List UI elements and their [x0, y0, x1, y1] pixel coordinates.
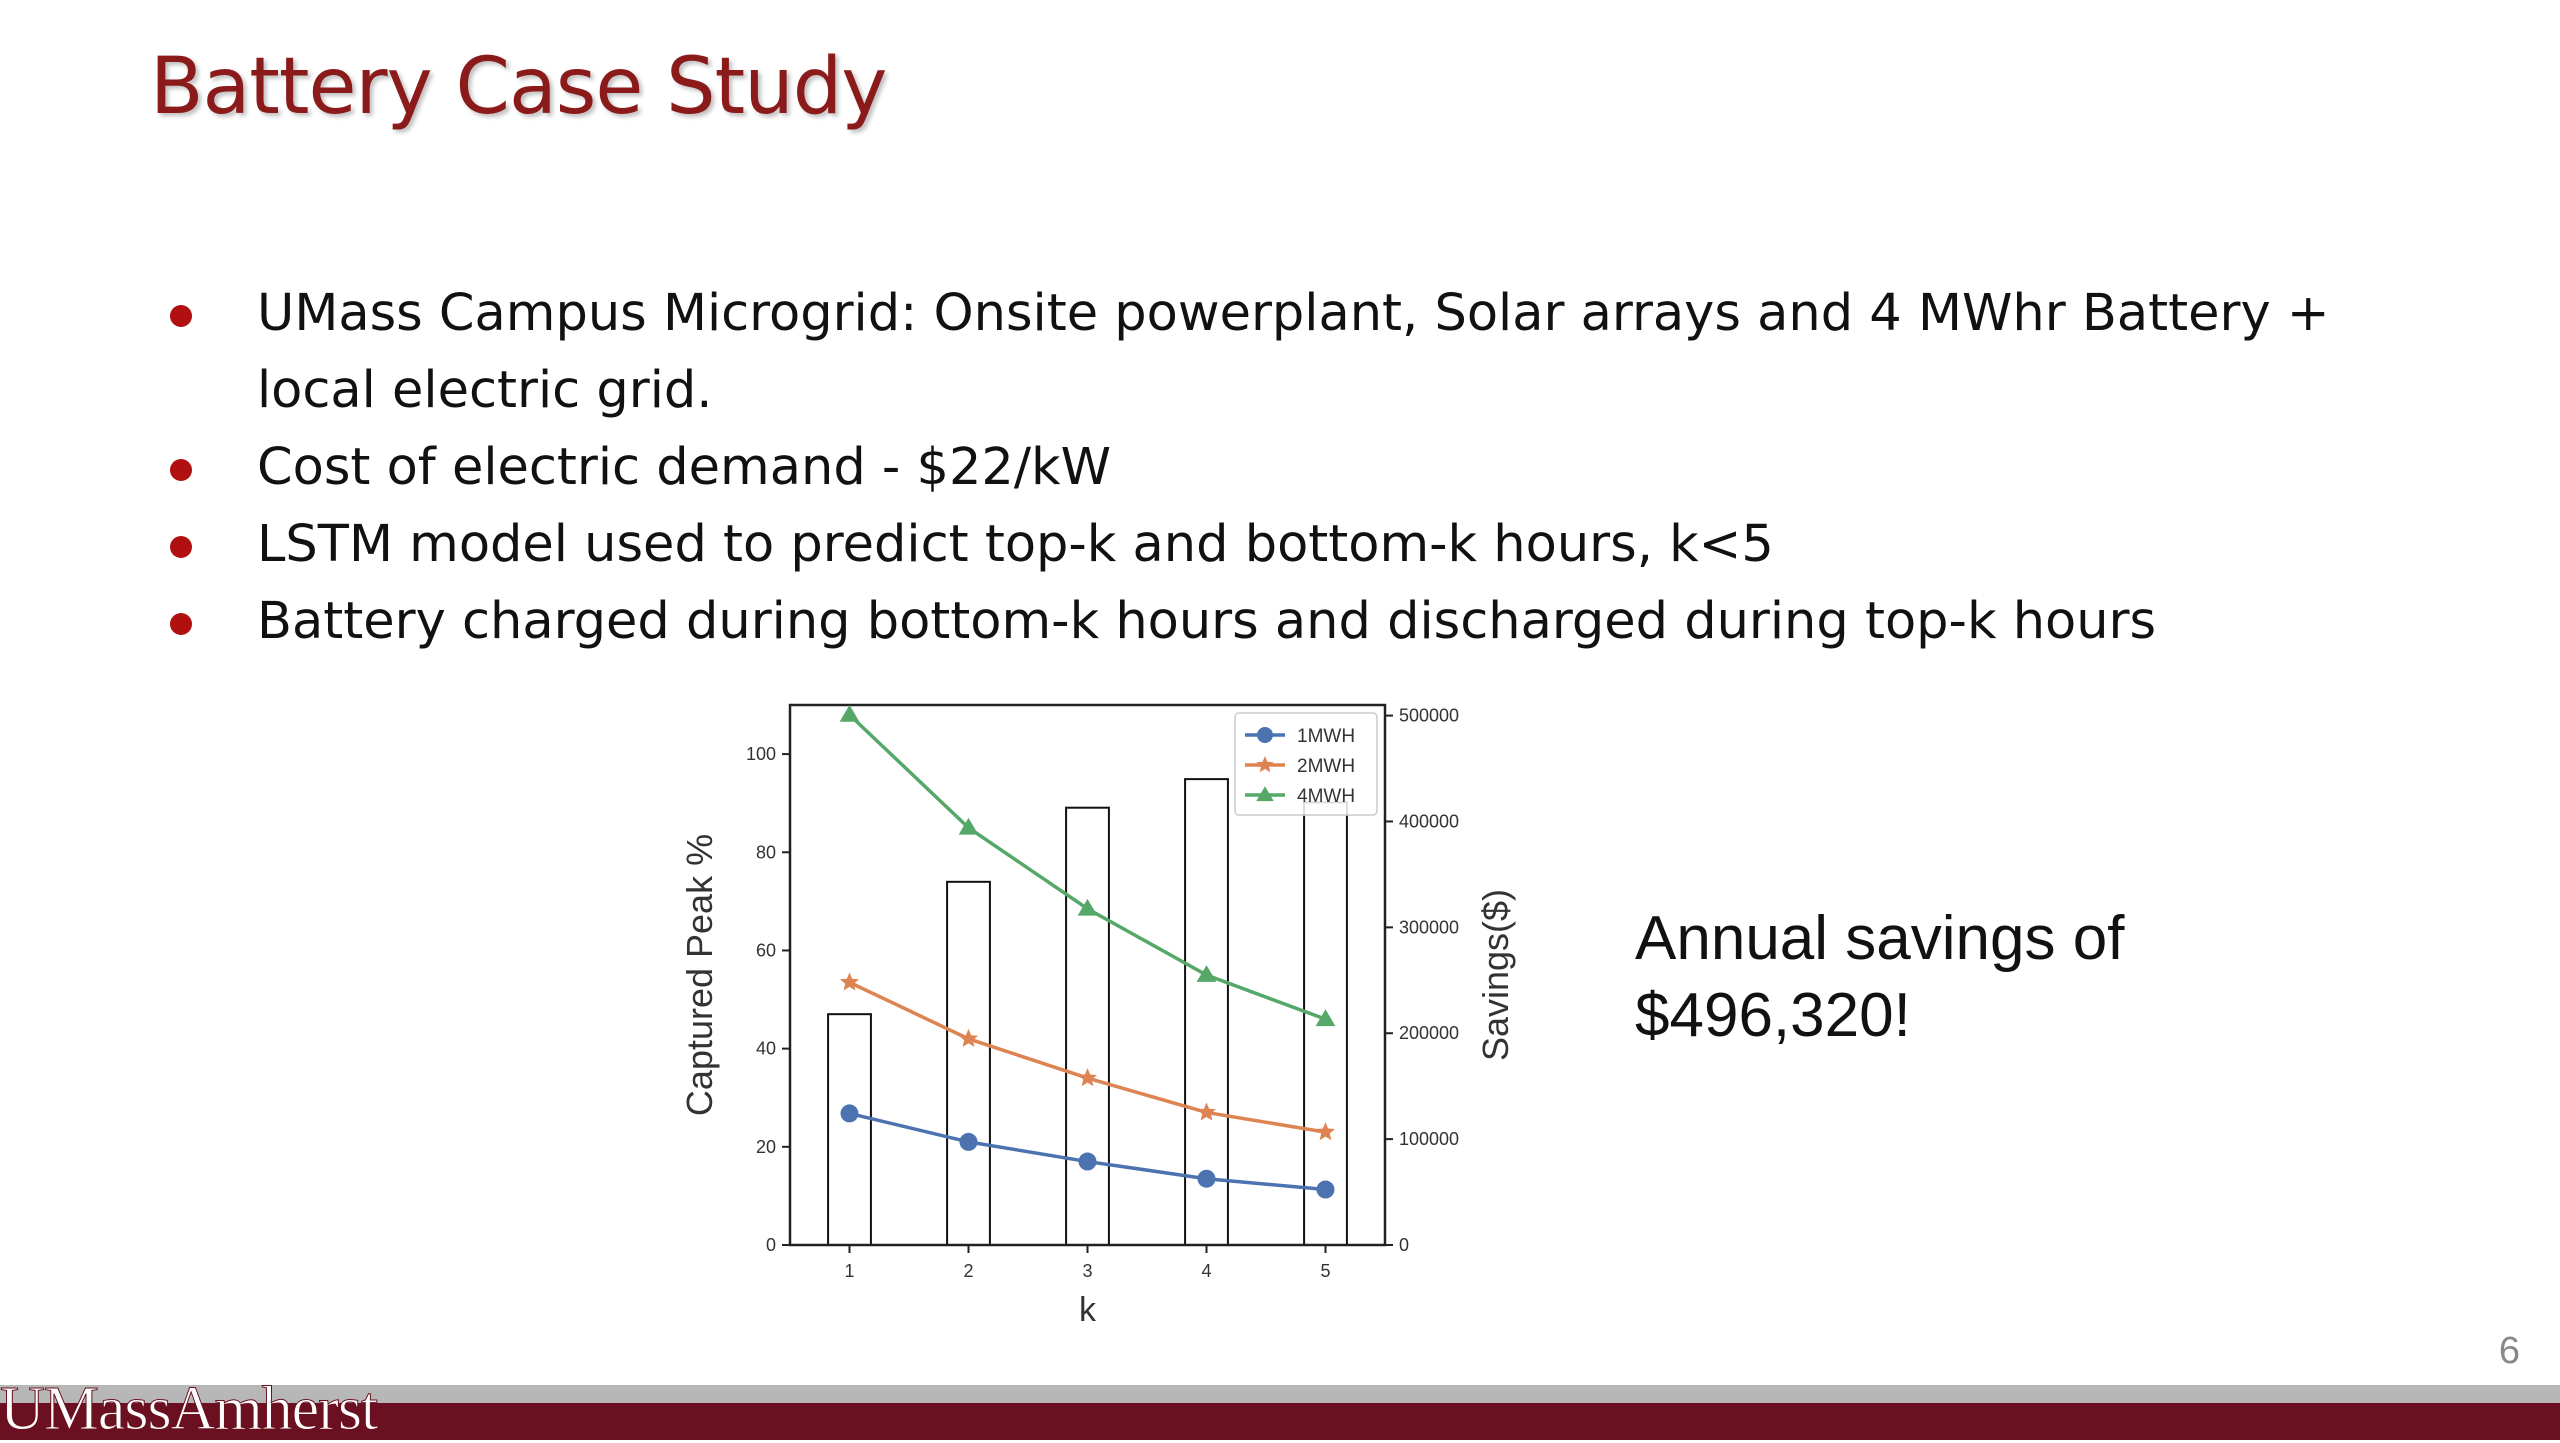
y-right-tick-label: 400000	[1399, 811, 1459, 831]
savings-bar	[1065, 806, 1110, 1247]
y-left-axis-label: Captured Peak %	[679, 834, 720, 1116]
bullet-text: UMass Campus Microgrid: Onsite powerplan…	[257, 284, 2330, 420]
series-point-4mwh	[839, 704, 860, 722]
series-point-1mwh	[1078, 1152, 1097, 1171]
y-left-tick-label: 40	[756, 1039, 776, 1059]
series-point-2mwh	[959, 1028, 978, 1047]
series-point-1mwh	[959, 1132, 978, 1151]
bullet-text: Battery charged during bottom-k hours an…	[257, 592, 2157, 651]
x-tick-label: 3	[1082, 1261, 1092, 1281]
savings-chart: 0 20 40 60 80 100 0 100000 200000 300000 400000 500…	[679, 703, 1516, 1329]
y-right-tick-label: 100000	[1399, 1129, 1459, 1149]
savings-callout-amount: $496,320!	[1635, 981, 1911, 1050]
series-point-2mwh	[1078, 1068, 1097, 1087]
y-left-tick-label: 0	[766, 1235, 776, 1255]
y-left-tick-label: 20	[756, 1137, 776, 1157]
series-point-4mwh	[1077, 898, 1098, 916]
bullet-list: UMass Campus Microgrid: Onsite powerplan…	[160, 275, 2460, 660]
savings-bar	[827, 1013, 872, 1247]
y-right-tick-label: 500000	[1399, 706, 1459, 726]
umass-logo: UMassAmherst	[0, 1375, 379, 1443]
series-point-2mwh	[840, 972, 859, 991]
legend-marker-icon	[1256, 786, 1274, 802]
slide-title: Battery Case Study	[150, 42, 887, 132]
bullet-dot-icon	[170, 536, 192, 558]
bullet-text: LSTM model used to predict top-k and bot…	[257, 515, 1774, 574]
y-left-tick-label: 100	[746, 744, 776, 764]
x-tick-label: 2	[963, 1261, 973, 1281]
savings-bar	[946, 880, 991, 1247]
bullet-item: Battery charged during bottom-k hours an…	[160, 583, 2460, 660]
y-right-tick-label: 200000	[1399, 1023, 1459, 1043]
bullet-dot-icon	[170, 459, 192, 481]
footer-divider	[0, 1385, 2560, 1403]
y-left-tick-label: 80	[756, 842, 776, 862]
x-tick-label: 4	[1201, 1261, 1211, 1281]
chart-container: 0 20 40 60 80 100 0 100000 200000 300000 400000 500…	[660, 690, 1520, 1350]
y-right-tick-label: 300000	[1399, 917, 1459, 937]
page-number: 6	[2498, 1330, 2520, 1372]
bullet-dot-icon	[170, 305, 192, 327]
series-point-1mwh	[1316, 1180, 1335, 1199]
footer-bar	[0, 1403, 2560, 1440]
x-tick-label: 1	[844, 1261, 854, 1281]
legend-marker-icon	[1257, 727, 1273, 743]
savings-callout: Annual savings of $496,320!	[1635, 900, 2124, 1054]
series-point-1mwh	[840, 1104, 859, 1123]
bullet-item: UMass Campus Microgrid: Onsite powerplan…	[160, 275, 2460, 429]
series-point-2mwh	[1316, 1122, 1335, 1141]
legend-marker-icon	[1256, 756, 1274, 773]
series-point-4mwh	[958, 817, 979, 835]
series-line-1mwh	[849, 1111, 1326, 1192]
series-point-4mwh	[1196, 965, 1217, 982]
series-point-2mwh	[1197, 1102, 1216, 1121]
y-right-axis-label: Savings($)	[1475, 889, 1516, 1061]
legend-label: 4MWH	[1297, 786, 1355, 807]
x-axis-label: k	[1079, 1291, 1097, 1329]
y-left-tick-label: 60	[756, 940, 776, 960]
bullet-text: Cost of electric demand - $22/kW	[257, 438, 1112, 497]
series-point-4mwh	[1315, 1009, 1336, 1027]
savings-callout-line: Annual savings of	[1635, 904, 2125, 973]
legend-label: 1MWH	[1297, 726, 1355, 747]
bullet-dot-icon	[170, 613, 192, 635]
x-tick-label: 5	[1320, 1261, 1330, 1281]
bullet-item: Cost of electric demand - $22/kW	[160, 429, 2460, 506]
series-point-1mwh	[1197, 1169, 1216, 1188]
legend-label: 2MWH	[1297, 756, 1355, 777]
series-line-2mwh	[848, 980, 1326, 1134]
y-right-tick-label: 0	[1399, 1235, 1409, 1255]
bullet-item: LSTM model used to predict top-k and bot…	[160, 506, 2460, 583]
